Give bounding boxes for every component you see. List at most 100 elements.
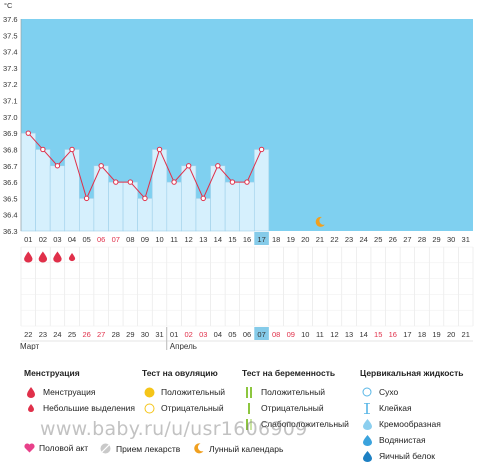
legend-item-label: Клейкая	[379, 403, 412, 413]
dry-circle-icon	[360, 387, 374, 397]
empty-circle-icon	[142, 403, 156, 414]
legend-ovulation: Тест на овуляцию Положительный Отрицател…	[142, 368, 225, 416]
x-date-label-bottom: 01	[170, 330, 178, 339]
temperature-bar	[181, 165, 197, 232]
x-date-label-bottom: 08	[272, 330, 280, 339]
x-date-label-top: 06	[97, 235, 105, 244]
x-date-label-bottom: 16	[389, 330, 397, 339]
temperature-point	[113, 179, 119, 185]
y-tick-label: 37.6	[3, 15, 18, 24]
today-highlight-bottom	[254, 327, 269, 340]
x-date-label-top: 16	[243, 235, 251, 244]
x-date-label-bottom: 12	[330, 330, 338, 339]
x-date-label-bottom: 17	[403, 330, 411, 339]
bottom-legend: Половой акт Прием лекарств Лунный календ…	[0, 443, 480, 456]
x-date-label-top: 22	[330, 235, 338, 244]
heart-icon	[24, 443, 35, 453]
legend-ovulation-header: Тест на овуляцию	[142, 368, 218, 378]
y-tick-label: 37.5	[3, 31, 18, 40]
temperature-bar	[49, 165, 66, 232]
x-date-label-top: 30	[447, 235, 455, 244]
x-date-label-top: 04	[68, 235, 76, 244]
pill-icon	[100, 443, 111, 454]
temperature-bar	[79, 198, 95, 232]
legend-item-dry: Сухо	[360, 384, 463, 400]
watery-drop-icon	[360, 434, 374, 446]
x-date-label-bottom: 29	[126, 330, 134, 339]
legend-menstruation: Менструация Менструация Небольшие выделе…	[24, 368, 135, 416]
y-tick-label: 36.5	[3, 194, 18, 203]
double-bar-icon	[242, 386, 256, 398]
temperature-point	[40, 146, 46, 153]
x-date-label-bottom: 11	[316, 330, 324, 339]
y-tick-label: 36.9	[3, 129, 18, 138]
x-date-label-top: 05	[82, 235, 90, 244]
temperature-point	[244, 179, 250, 185]
legend-menstruation-header: Менструация	[24, 368, 80, 378]
legend-item-label: Небольшие выделения	[43, 403, 135, 413]
x-date-label-bottom: 03	[199, 330, 207, 339]
x-date-label-top: 23	[345, 235, 353, 244]
y-tick-label: 37.0	[3, 113, 18, 122]
x-date-label-top: 31	[462, 235, 470, 244]
y-tick-label: 37.3	[3, 64, 18, 73]
y-tick-label: 36.4	[3, 211, 18, 220]
legend-item-label: Кремообразная	[379, 419, 441, 429]
x-date-label-top: 02	[39, 235, 47, 244]
x-date-label-bottom: 15	[374, 330, 382, 339]
x-date-label-top: 26	[389, 235, 397, 244]
y-tick-label: 37.1	[3, 97, 18, 106]
x-date-label-bottom: 02	[185, 330, 193, 339]
x-date-label-bottom: 10	[301, 330, 309, 339]
x-date-label-bottom: 27	[97, 330, 105, 339]
x-date-label-top: 10	[155, 235, 163, 244]
watermark: www.baby.ru/u/usr1606909	[40, 418, 308, 440]
temperature-bar	[224, 181, 241, 232]
temperature-point	[69, 146, 75, 153]
x-date-label-bottom: 22	[24, 330, 32, 339]
legend-item-pregnancy-negative: Отрицательный	[242, 400, 349, 416]
temperature-point	[215, 163, 221, 169]
temperature-bar	[122, 181, 138, 232]
small-drop-icon	[24, 404, 38, 412]
x-date-label-top: 18	[272, 235, 280, 244]
month-label-right: Апрель	[170, 342, 197, 350]
x-date-label-bottom: 24	[53, 330, 61, 339]
legend-item-creamy: Кремообразная	[360, 416, 463, 432]
x-date-label-bottom: 26	[82, 330, 90, 339]
x-date-label-top: 24	[359, 235, 367, 244]
x-date-label-bottom: 28	[112, 330, 120, 339]
temperature-bar	[239, 181, 255, 232]
y-tick-label: 37.2	[3, 80, 18, 89]
menstruation-drop-icon	[38, 251, 48, 263]
temperature-bar	[93, 165, 109, 232]
x-date-label-bottom: 31	[155, 330, 163, 339]
temperature-bar	[108, 181, 124, 232]
menstruation-drop-icon	[24, 251, 33, 263]
temperature-point	[98, 163, 104, 169]
legend-item-menstruation: Менструация	[24, 384, 135, 400]
y-tick-label: 37.4	[3, 48, 18, 57]
x-date-label-bottom: 18	[418, 330, 426, 339]
temperature-bar	[35, 149, 51, 232]
x-date-label-top: 08	[126, 235, 134, 244]
legend-item-label: Сухо	[379, 387, 399, 397]
x-date-label-bottom: 05	[228, 330, 236, 339]
x-date-label-top: 14	[214, 235, 222, 244]
legend-item-lunar: Лунный календарь	[193, 443, 283, 454]
y-tick-label: 36.8	[3, 145, 18, 154]
legend-item-label: Слабоположительный	[261, 419, 349, 429]
legend-item-label: Водянистая	[379, 435, 426, 445]
temperature-point	[185, 163, 192, 169]
y-tick-label: 36.6	[3, 178, 18, 187]
x-date-label-bottom: 30	[141, 330, 149, 339]
menstruation-drop-icon	[53, 251, 62, 263]
x-date-label-bottom: 14	[359, 330, 367, 339]
spotting-drop-icon	[68, 253, 76, 262]
temperature-point	[258, 146, 265, 153]
temperature-bar	[64, 149, 80, 232]
legend-item-label: Половой акт	[39, 443, 89, 453]
temperature-point	[156, 146, 163, 153]
legend-pregnancy-header: Тест на беременность	[242, 368, 336, 378]
x-date-label-top: 03	[53, 235, 61, 244]
